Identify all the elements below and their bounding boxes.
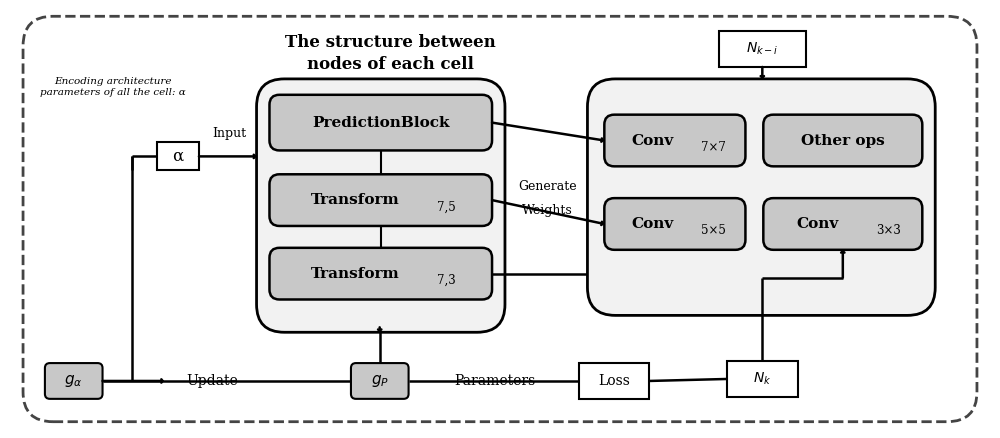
FancyBboxPatch shape <box>269 248 492 300</box>
Text: Encoding architecture
parameters of all the cell: α: Encoding architecture parameters of all … <box>40 77 185 97</box>
FancyBboxPatch shape <box>351 363 409 399</box>
Text: 5×5: 5×5 <box>701 224 726 237</box>
Text: Transform: Transform <box>311 193 399 207</box>
Text: Conv: Conv <box>631 217 673 231</box>
FancyBboxPatch shape <box>763 198 922 250</box>
Text: 7×7: 7×7 <box>701 141 726 154</box>
FancyBboxPatch shape <box>604 115 745 166</box>
Text: 7,5: 7,5 <box>437 201 456 214</box>
FancyBboxPatch shape <box>257 79 505 332</box>
Text: α: α <box>172 148 184 165</box>
Text: Parameters: Parameters <box>454 374 536 388</box>
Text: Loss: Loss <box>598 374 630 388</box>
Text: Other ops: Other ops <box>801 134 885 148</box>
FancyBboxPatch shape <box>604 198 745 250</box>
Text: Transform: Transform <box>311 267 399 281</box>
Bar <box>727 361 798 397</box>
Text: Generate: Generate <box>518 180 577 193</box>
Text: PredictionBlock: PredictionBlock <box>312 116 450 130</box>
Text: Conv: Conv <box>631 134 673 148</box>
FancyBboxPatch shape <box>269 174 492 226</box>
Text: $g_{\alpha}$: $g_{\alpha}$ <box>64 373 83 389</box>
Text: $N_{k-i}$: $N_{k-i}$ <box>746 41 779 57</box>
Text: 3×3: 3×3 <box>876 224 901 237</box>
Bar <box>157 142 199 170</box>
Text: $N_k$: $N_k$ <box>753 371 771 387</box>
FancyBboxPatch shape <box>23 16 977 422</box>
Text: Weights: Weights <box>522 204 573 216</box>
Bar <box>579 363 649 399</box>
Text: Update: Update <box>186 374 238 388</box>
Text: $g_P$: $g_P$ <box>371 373 389 389</box>
Text: Input: Input <box>213 127 247 140</box>
FancyBboxPatch shape <box>763 115 922 166</box>
FancyBboxPatch shape <box>587 79 935 315</box>
FancyBboxPatch shape <box>45 363 103 399</box>
Text: Conv: Conv <box>797 217 839 231</box>
Bar <box>719 31 806 67</box>
FancyBboxPatch shape <box>269 95 492 150</box>
Text: The structure between
nodes of each cell: The structure between nodes of each cell <box>285 34 496 74</box>
Text: 7,3: 7,3 <box>437 274 456 287</box>
